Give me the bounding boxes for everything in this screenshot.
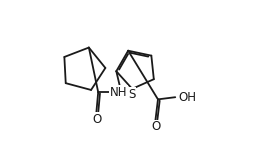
Text: S: S [128, 88, 135, 101]
Text: OH: OH [178, 91, 196, 104]
Text: O: O [151, 120, 161, 133]
Text: NH: NH [110, 86, 127, 99]
Text: O: O [93, 113, 102, 126]
